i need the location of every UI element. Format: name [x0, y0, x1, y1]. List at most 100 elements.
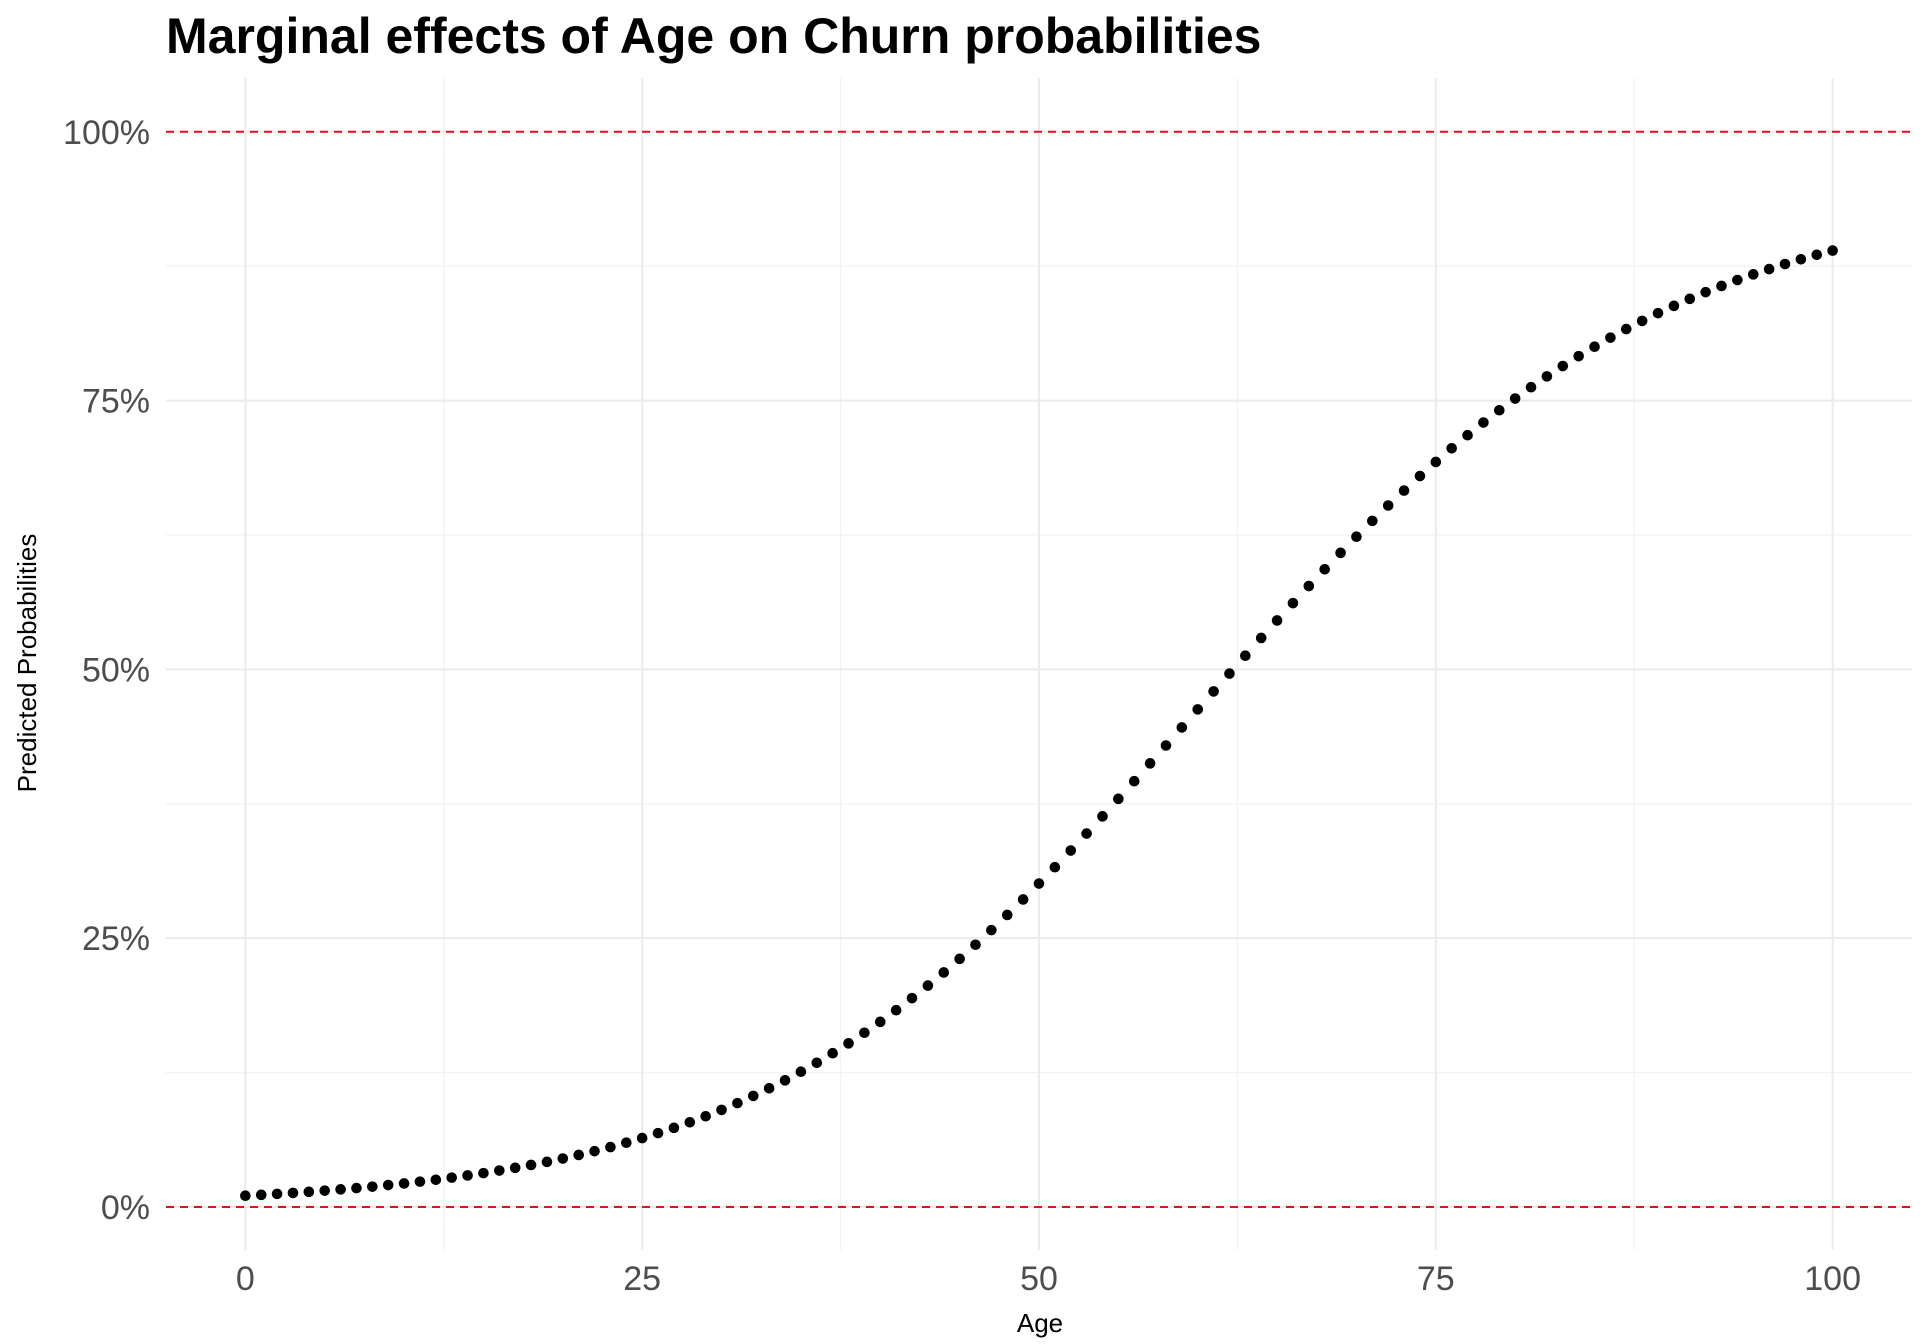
data-point — [1557, 360, 1569, 372]
data-point — [589, 1145, 600, 1157]
data-point — [1811, 249, 1823, 261]
data-point — [1128, 775, 1140, 787]
data-point — [1779, 258, 1791, 270]
data-point — [684, 1116, 696, 1128]
data-point — [763, 1082, 775, 1094]
y-tick-label: 50% — [82, 651, 150, 689]
data-point — [1255, 632, 1267, 644]
data-point — [843, 1038, 854, 1049]
data-point — [1208, 686, 1219, 697]
data-point — [478, 1167, 489, 1179]
data-point — [446, 1172, 458, 1183]
data-point — [1668, 300, 1680, 312]
data-point — [779, 1075, 791, 1086]
data-point — [621, 1137, 632, 1148]
data-point — [255, 1189, 267, 1201]
data-point — [1192, 704, 1204, 715]
data-point — [541, 1156, 553, 1168]
data-point — [890, 1004, 902, 1016]
data-point — [1001, 909, 1013, 921]
data-point — [1398, 485, 1410, 496]
chart-title: Marginal effects of Age on Churn probabi… — [166, 8, 1262, 64]
data-point — [906, 992, 918, 1004]
data-point — [1033, 878, 1045, 889]
data-point — [811, 1057, 823, 1069]
data-point — [462, 1170, 473, 1181]
data-point — [1414, 470, 1426, 482]
data-point — [1017, 894, 1029, 905]
data-point — [954, 953, 965, 965]
reference-lines — [166, 130, 1912, 1208]
data-point — [1446, 443, 1457, 454]
x-tick-label: 0 — [236, 1260, 255, 1298]
y-tick-label: 75% — [82, 383, 150, 421]
data-point — [414, 1176, 426, 1187]
data-point — [1113, 793, 1124, 805]
data-point — [525, 1159, 537, 1171]
data-point — [827, 1047, 838, 1059]
data-point — [1494, 404, 1505, 416]
data-point — [1081, 828, 1092, 839]
data-point — [636, 1132, 648, 1144]
x-tick-label: 75 — [1417, 1260, 1455, 1298]
data-point — [1271, 615, 1283, 626]
data-point — [303, 1186, 315, 1198]
grid-lines — [166, 78, 1912, 1250]
data-point — [1827, 245, 1838, 256]
data-point — [859, 1027, 870, 1039]
y-tick-label: 0% — [101, 1189, 150, 1227]
data-point — [351, 1182, 362, 1194]
data-point — [1747, 269, 1759, 280]
data-point — [732, 1097, 743, 1109]
x-tick-label: 25 — [623, 1260, 661, 1298]
data-point — [367, 1181, 378, 1192]
data-point — [922, 980, 934, 991]
data-point — [986, 924, 997, 936]
y-tick-label: 25% — [82, 920, 150, 958]
data-point — [335, 1184, 346, 1195]
data-point — [1525, 381, 1537, 393]
x-tick-label: 50 — [1020, 1260, 1058, 1298]
data-point — [271, 1188, 283, 1200]
data-point — [1287, 597, 1299, 609]
data-point — [1065, 845, 1077, 856]
data-point — [1732, 274, 1743, 286]
data-point — [1351, 531, 1362, 542]
data-point — [652, 1127, 664, 1139]
data-point — [1605, 332, 1616, 343]
data-point — [1620, 323, 1632, 335]
data-point — [1176, 722, 1188, 733]
data-point — [938, 967, 950, 978]
data-point — [1049, 861, 1061, 873]
data-point — [1430, 456, 1442, 468]
data-points — [240, 245, 1838, 1202]
data-point — [557, 1153, 569, 1164]
data-point — [1160, 740, 1172, 751]
data-point — [509, 1162, 521, 1174]
x-tick-label: 100 — [1804, 1260, 1861, 1298]
data-point — [287, 1187, 299, 1199]
data-point — [1335, 547, 1346, 559]
data-point — [747, 1090, 759, 1102]
data-point — [1303, 580, 1315, 592]
data-point — [430, 1174, 442, 1186]
data-point — [1573, 350, 1584, 362]
data-point — [1319, 563, 1331, 575]
data-point — [1240, 650, 1251, 662]
data-point — [1636, 315, 1648, 327]
x-axis-label: Age — [1017, 1308, 1063, 1338]
data-point — [1224, 668, 1235, 679]
data-point — [874, 1016, 886, 1028]
data-point — [573, 1149, 584, 1161]
x-tick-labels: 0 25 50 75 100 — [236, 1260, 1861, 1298]
data-point — [494, 1165, 505, 1176]
data-point — [716, 1104, 727, 1116]
data-point — [1367, 515, 1378, 527]
data-point — [1478, 417, 1489, 428]
data-point — [1652, 307, 1664, 319]
data-point — [1541, 371, 1553, 382]
data-point — [1763, 263, 1775, 275]
data-point — [1716, 280, 1727, 292]
data-point — [605, 1141, 616, 1153]
